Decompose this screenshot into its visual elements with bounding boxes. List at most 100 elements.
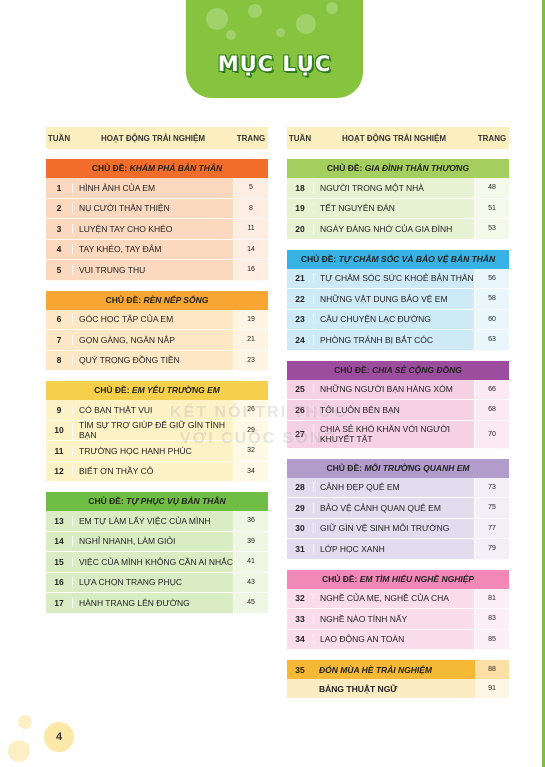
toc-row[interactable]: 5 VUI TRUNG THU 16 [46, 260, 268, 281]
activity-title: CÓ BẠN THẬT VUI [72, 404, 233, 415]
toc-row[interactable]: 8 QUÝ TRỌNG ĐỒNG TIỀN 23 [46, 350, 268, 371]
section: CHỦ ĐỀ: MÔI TRƯỜNG QUANH EM 28 CẢNH ĐẸP QU… [287, 458, 509, 560]
toc-row[interactable]: 31 LỚP HỌC XANH 79 [287, 539, 509, 560]
special-toc-row[interactable]: 35 ĐÓN MÙA HÈ TRẢI NGHIỆM 88 [287, 660, 509, 679]
toc-row[interactable]: 30 GIỮ GÌN VỆ SINH MÔI TRƯỜNG 77 [287, 518, 509, 539]
toc-row[interactable]: 23 CÂU CHUYỆN LẠC ĐƯỜNG 60 [287, 309, 509, 330]
toc-row[interactable]: 6 GÓC HỌC TẬP CỦA EM 19 [46, 309, 268, 330]
section-title: CHỦ ĐỀ: TỰ PHỤC VỤ BẢN THÂN [46, 492, 268, 511]
right-sections: CHỦ ĐỀ: GIA ĐÌNH THÂN THƯƠNG 18 NGƯỜI TRON… [287, 159, 509, 650]
section-topic: TỰ CHĂM SÓC VÀ BẢO VỆ BẢN THÂN [338, 253, 496, 264]
section-label: CHỦ ĐỀ: [94, 385, 130, 395]
week-number: 10 [54, 425, 64, 436]
section: CHỦ ĐỀ: TỰ PHỤC VỤ BẢN THÂN 13 EM TỰ LÀM L… [46, 492, 268, 614]
toc-row[interactable]: 32 NGHỀ CỦA MẸ, NGHỀ CỦA CHA 81 [287, 588, 509, 609]
section-topic: EM YÊU TRƯỜNG EM [131, 385, 220, 395]
toc-row[interactable]: 25 NHỮNG NGƯỜI BẠN HÀNG XÓM 66 [287, 379, 509, 400]
toc-row[interactable]: 12 BIẾT ƠN THẦY CÔ 34 [46, 461, 268, 482]
section-label: CHỦ ĐỀ: [88, 496, 124, 506]
toc-row[interactable]: 7 GỌN GÀNG, NGĂN NẮP 21 [46, 330, 268, 351]
header-activity: HOẠT ĐỘNG TRẢI NGHIỆM [101, 133, 205, 143]
activity-title: NGHỀ CỦA MẸ, NGHỀ CỦA CHA [313, 593, 474, 604]
toc-row[interactable]: 27 CHIA SẺ KHÓ KHĂN VỚI NGƯỜI KHUYẾT TẬT 7… [287, 420, 509, 449]
week-number: 18 [295, 182, 305, 193]
toc-row[interactable]: 9 CÓ BẠN THẬT VUI 26 [46, 400, 268, 421]
week-number: 23 [295, 314, 305, 325]
section-title: CHỦ ĐỀ: MÔI TRƯỜNG QUANH EM [287, 458, 509, 478]
section-label: CHỦ ĐỀ: [326, 462, 362, 473]
toc-row[interactable]: 22 NHỮNG VẬT DỤNG BẢO VỆ EM 58 [287, 289, 509, 310]
toc-row[interactable]: 10 TÌM SỰ TRỢ GIÚP ĐỂ GIỮ GÌN TÌNH BẠN 29 [46, 420, 268, 441]
toc-row[interactable]: 21 TỰ CHĂM SÓC SỨC KHOẺ BẢN THÂN 56 [287, 268, 509, 289]
header-page: TRANG [236, 133, 266, 143]
activity-title: GÓC HỌC TẬP CỦA EM [72, 314, 233, 325]
toc-row[interactable]: 33 NGHỀ NÀO TÍNH NẤY 83 [287, 609, 509, 630]
watermark-line2: VỚI CUỘC SỐNG [179, 430, 338, 447]
week-number: 26 [295, 404, 305, 415]
week-number: 6 [56, 314, 62, 325]
toc-row[interactable]: 11 TRƯỜNG HỌC HẠNH PHÚC 32 [46, 441, 268, 462]
week-number: 28 [295, 482, 305, 493]
activity-title: TẾT NGUYÊN ĐÁN [313, 203, 474, 214]
week-number: 5 [56, 264, 62, 275]
toc-row[interactable]: 1 HÌNH ẢNH CỦA EM 5 [46, 178, 268, 199]
week-number: 19 [295, 203, 305, 214]
page-number-cell: 51 [474, 198, 509, 218]
activity-title: TÌM SỰ TRỢ GIÚP ĐỂ GIỮ GÌN TÌNH BẠN [72, 420, 233, 441]
toc-row[interactable]: 19 TẾT NGUYÊN ĐÁN 51 [287, 198, 509, 219]
page-number-cell: 85 [474, 629, 509, 649]
toc-row[interactable]: 28 CẢNH ĐẸP QUÊ EM 73 [287, 477, 509, 498]
toc-row[interactable]: 34 LAO ĐỘNG AN TOÀN 85 [287, 629, 509, 650]
activity-title: NỤ CƯỜI THÂN THIỆN [72, 203, 233, 214]
section: CHỦ ĐỀ: RÈN NẾP SỐNG 6 GÓC HỌC TẬP CỦA EM 1… [46, 290, 268, 371]
page-number-cell: 75 [474, 498, 509, 518]
page-number-cell: 43 [233, 572, 268, 592]
section-label: CHỦ ĐỀ: [334, 364, 370, 375]
section-label: CHỦ ĐỀ: [321, 573, 358, 584]
header-week: TUẦN [47, 133, 71, 143]
page-number-cell: 88 [475, 660, 509, 679]
activity-title: TÔI LUÔN BÊN BẠN [313, 404, 474, 415]
activity-title: CÂU CHUYỆN LẠC ĐƯỜNG [313, 314, 474, 325]
week-number: 21 [295, 273, 305, 284]
toc-row[interactable]: 4 TAY KHÉO, TAY ĐẢM 14 [46, 239, 268, 260]
week-number: 29 [295, 502, 305, 513]
toc-row[interactable]: 17 HÀNH TRANG LÊN ĐƯỜNG 45 [46, 593, 268, 614]
section-label: CHỦ ĐỀ: [300, 253, 337, 264]
toc-row[interactable]: 2 NỤ CƯỜI THÂN THIỆN 8 [46, 198, 268, 219]
toc-row[interactable]: 18 NGƯỜI TRONG MỘT NHÀ 48 [287, 178, 509, 199]
page-number-cell: 23 [233, 350, 268, 370]
week-number: 33 [295, 613, 305, 624]
toc-row[interactable]: 24 PHÒNG TRÁNH BỊ BẮT CÓC 63 [287, 330, 509, 351]
section: CHỦ ĐỀ: CHIA SẺ CỘNG ĐỒNG 25 NHỮNG NGƯỜI B… [287, 360, 509, 449]
toc-row[interactable]: 14 NGHỈ NHANH, LÀM GIỎI 39 [46, 531, 268, 552]
page-number-cell: 68 [474, 400, 509, 420]
activity-title: VIỆC CỦA MÌNH KHÔNG CẦN AI NHẮC [72, 556, 233, 567]
week-number: 17 [54, 597, 64, 608]
activity-title: LỚP HỌC XANH [313, 543, 474, 554]
page-number-cell: 11 [233, 219, 268, 239]
toc-row[interactable]: 13 EM TỰ LÀM LẤY VIỆC CỦA MÌNH 36 [46, 511, 268, 532]
toc-row[interactable]: 16 LỰA CHỌN TRANG PHỤC 43 [46, 572, 268, 593]
toc-row[interactable]: 26 TÔI LUÔN BÊN BẠN 68 [287, 400, 509, 421]
section-topic: CHIA SẺ CỘNG ĐỒNG [371, 364, 462, 375]
page-number-cell: 70 [474, 420, 509, 448]
toc-row[interactable]: 29 BẢO VỆ CẢNH QUAN QUÊ EM 75 [287, 498, 509, 519]
activity-title: CẢNH ĐẸP QUÊ EM [313, 482, 474, 493]
section-topic: RÈN NẾP SỐNG [143, 294, 209, 305]
special-rows: 35 ĐÓN MÙA HÈ TRẢI NGHIỆM 88 BẢNG THUẬT NGỮ… [287, 660, 509, 698]
activity-title: BIẾT ƠN THẦY CÔ [72, 466, 233, 477]
toc-row[interactable]: 15 VIỆC CỦA MÌNH KHÔNG CẦN AI NHẮC 41 [46, 552, 268, 573]
page-number-cell: 39 [233, 531, 268, 551]
page-number-cell: 63 [474, 330, 509, 350]
page-number-cell: 79 [474, 539, 509, 559]
activity-title: LỰA CHỌN TRANG PHỤC [72, 577, 233, 588]
special-toc-row[interactable]: BẢNG THUẬT NGỮ 91 [287, 679, 509, 698]
week-number: 13 [54, 515, 64, 526]
page-number-cell: 48 [474, 178, 509, 198]
toc-row[interactable]: 20 NGÀY ĐÁNG NHỚ CỦA GIA ĐÌNH 53 [287, 219, 509, 240]
week-number: 7 [56, 334, 62, 345]
toc-row[interactable]: 3 LUYỆN TAY CHO KHÉO 11 [46, 219, 268, 240]
section-topic: EM TÌM HIỂU NGHỀ NGHIỆP [359, 573, 475, 584]
week-number: 35 [295, 664, 305, 675]
